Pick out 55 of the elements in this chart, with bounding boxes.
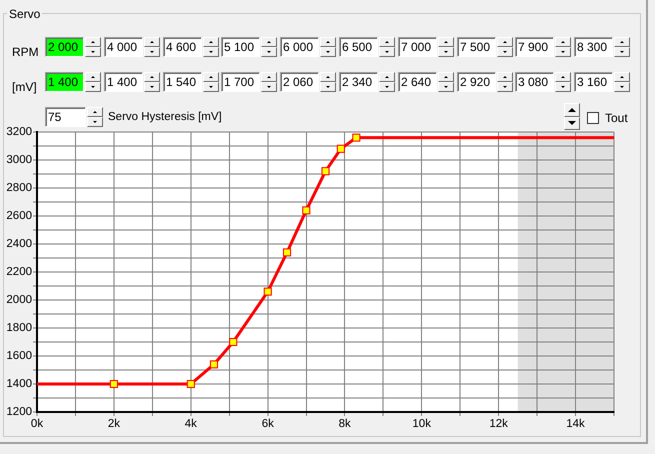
text: RPM bbox=[12, 45, 39, 59]
number-field: 4 000 bbox=[104, 37, 143, 57]
point bbox=[302, 206, 310, 214]
x-tick-label: 10k bbox=[412, 418, 432, 430]
y-tick-label: 3000 bbox=[6, 154, 32, 166]
number-field: 2 640 bbox=[398, 72, 437, 92]
number-field: 1 400 bbox=[45, 72, 84, 92]
x-tick-label: 8k bbox=[338, 418, 352, 430]
text: Tout bbox=[605, 111, 628, 125]
number-field: 4 600 bbox=[163, 37, 202, 57]
y-tick-label: 1200 bbox=[6, 406, 32, 418]
number-field: 8 300 bbox=[574, 37, 613, 57]
y-tick-label: 2200 bbox=[6, 266, 32, 278]
point bbox=[352, 134, 360, 142]
x-tick-label: 2k bbox=[108, 418, 120, 430]
chart-title: Servo bbox=[7, 7, 42, 21]
text: Servo Hysteresis [mV] bbox=[108, 110, 222, 124]
point bbox=[110, 380, 118, 388]
number-field: 2 340 bbox=[339, 72, 378, 92]
number-field: 75 bbox=[45, 107, 86, 127]
y-tick-label: 2400 bbox=[6, 238, 32, 250]
y-tick-label: 1600 bbox=[6, 350, 32, 362]
point bbox=[229, 338, 238, 346]
point bbox=[336, 144, 345, 153]
number-field: 2 920 bbox=[457, 72, 496, 92]
number-field: 2 060 bbox=[280, 72, 319, 92]
number-field: 7 900 bbox=[515, 37, 554, 57]
number-field: 7 000 bbox=[398, 37, 437, 57]
point bbox=[283, 248, 292, 256]
number-field: 6 000 bbox=[280, 37, 319, 57]
number-field: 3 080 bbox=[515, 72, 554, 92]
number-field: 3 160 bbox=[574, 72, 613, 92]
x-tick-label: 12k bbox=[489, 418, 508, 430]
number-field: 5 100 bbox=[221, 37, 260, 57]
x-tick-label: 0k bbox=[30, 418, 44, 430]
point bbox=[186, 380, 195, 388]
text: [mV] bbox=[12, 80, 37, 94]
y-tick-label: 2600 bbox=[6, 210, 32, 222]
x-tick-label: 14k bbox=[566, 418, 586, 430]
y-tick-label: 1800 bbox=[6, 322, 32, 334]
y-tick-label: 1400 bbox=[6, 378, 32, 390]
y-tick-label: 2800 bbox=[6, 182, 32, 194]
y-tick-label: 2000 bbox=[6, 294, 32, 306]
number-field: 7 500 bbox=[457, 37, 496, 57]
number-field: 6 500 bbox=[339, 37, 378, 57]
point bbox=[264, 288, 272, 296]
number-field: 1 540 bbox=[163, 72, 202, 92]
y-tick-label: 3200 bbox=[6, 126, 32, 138]
number-field: 1 400 bbox=[104, 72, 143, 92]
point bbox=[210, 360, 218, 368]
x-tick-label: 6k bbox=[262, 418, 274, 430]
number-field: 1 700 bbox=[221, 72, 260, 92]
x-tick-label: 4k bbox=[184, 418, 198, 430]
point bbox=[321, 167, 330, 176]
number-field: 2 000 bbox=[45, 37, 84, 57]
